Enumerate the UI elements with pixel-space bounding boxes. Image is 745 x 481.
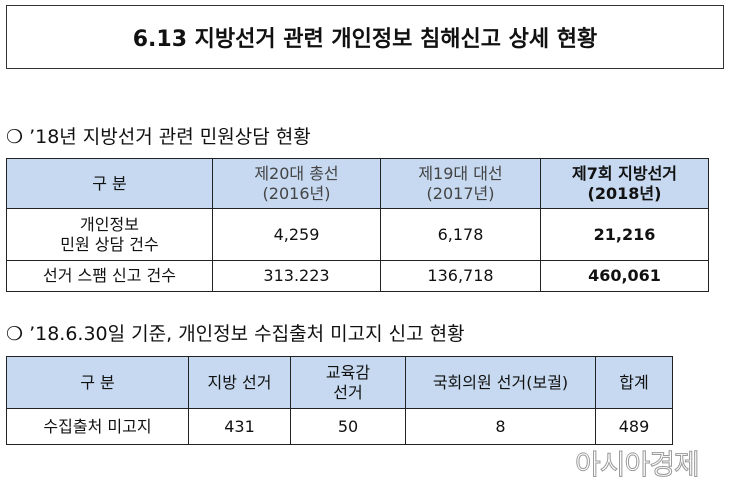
- table-row: 선거 스팸 신고 건수 313.223 136,718 460,061: [6, 260, 709, 292]
- watermark-logo: 아시아경제: [575, 448, 701, 481]
- table-row: 수집출처 미고지 431 50 8 489: [6, 408, 673, 445]
- header-category: 구 분: [6, 158, 213, 209]
- header-local: 지방 선거: [188, 356, 291, 409]
- cell: 460,061: [540, 260, 709, 292]
- cell: 4,259: [212, 208, 381, 261]
- cell: 8: [405, 408, 596, 445]
- header-education: 교육감 선거: [290, 356, 406, 409]
- section2-heading: ❍ ’18.6.30일 기준, 개인정보 수집출처 미고지 신고 현황: [6, 323, 465, 345]
- row-label: 수집출처 미고지: [6, 408, 189, 445]
- cell: 313.223: [212, 260, 381, 292]
- cell: 431: [188, 408, 291, 445]
- cell: 21,216: [540, 208, 709, 261]
- header-2016: 제20대 총선 (2016년): [212, 158, 381, 209]
- header-total: 합계: [595, 356, 673, 409]
- table-row: 개인정보 민원 상담 건수 4,259 6,178 21,216: [6, 208, 709, 261]
- page-title: 6.13 지방선거 관련 개인정보 침해신고 상세 현황: [6, 5, 724, 69]
- cell: 50: [290, 408, 406, 445]
- header-2017: 제19대 대선 (2017년): [380, 158, 541, 209]
- row-label: 개인정보 민원 상담 건수: [6, 208, 213, 261]
- cell: 6,178: [380, 208, 541, 261]
- header-category: 구 분: [6, 356, 189, 409]
- section1-heading: ❍ ’18년 지방선거 관련 민원상담 현황: [6, 126, 311, 148]
- cell: 489: [595, 408, 673, 445]
- header-assembly: 국회의원 선거(보궐): [405, 356, 596, 409]
- row-label: 선거 스팸 신고 건수: [6, 260, 213, 292]
- cell: 136,718: [380, 260, 541, 292]
- source-notice-table: 구 분 지방 선거 교육감 선거 국회의원 선거(보궐) 합계 수집출처 미고지…: [6, 356, 673, 445]
- header-2018: 제7회 지방선거 (2018년): [540, 158, 709, 209]
- consultation-table: 구 분 제20대 총선 (2016년) 제19대 대선 (2017년) 제7회 …: [6, 158, 709, 292]
